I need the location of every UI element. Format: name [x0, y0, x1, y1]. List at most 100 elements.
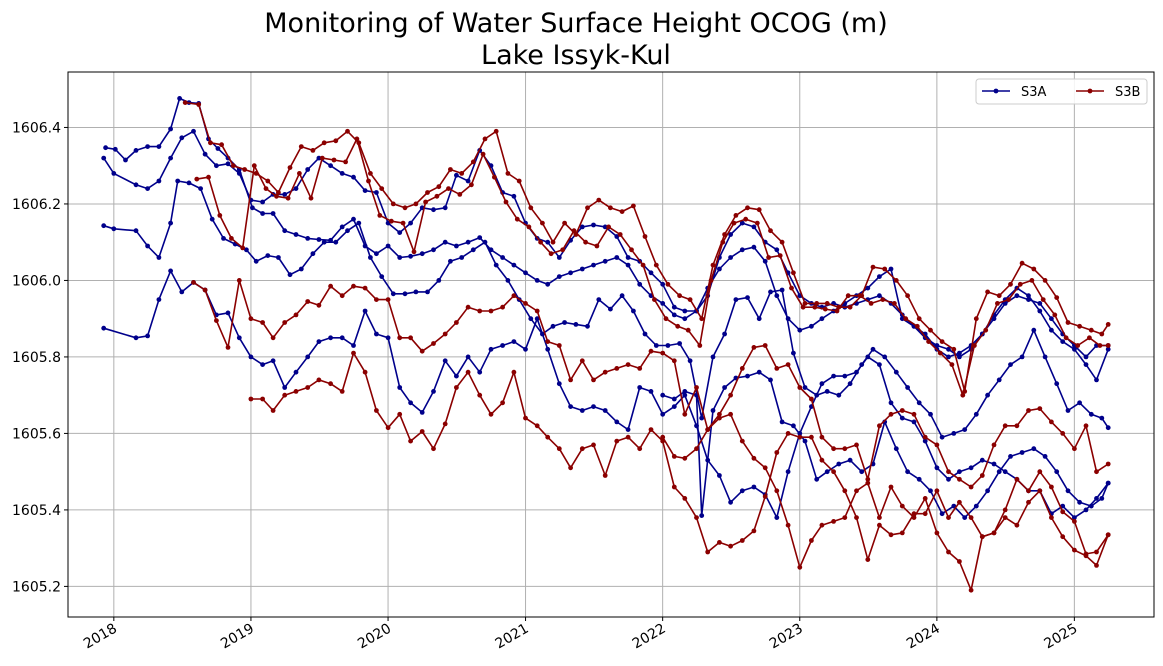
data-point — [215, 146, 221, 151]
data-point — [459, 255, 465, 260]
data-point — [511, 262, 517, 268]
data-point — [991, 442, 997, 448]
data-point — [282, 392, 288, 398]
data-point — [968, 484, 974, 490]
data-point — [608, 306, 613, 312]
data-point — [1105, 322, 1111, 327]
data-point — [591, 262, 596, 268]
data-point — [465, 369, 471, 375]
data-point — [985, 488, 990, 494]
data-point — [413, 289, 419, 295]
data-point — [556, 255, 562, 260]
data-point — [282, 320, 288, 325]
data-point — [745, 205, 750, 211]
data-point — [298, 266, 304, 272]
data-point — [202, 151, 208, 157]
data-point — [191, 280, 196, 285]
data-point — [145, 333, 151, 339]
data-point — [285, 195, 291, 201]
data-point — [305, 354, 311, 360]
data-point — [928, 411, 933, 417]
data-point — [751, 484, 757, 490]
data-point — [562, 320, 567, 325]
data-point — [648, 270, 654, 276]
data-point — [751, 244, 757, 250]
data-point — [419, 251, 425, 257]
data-point — [333, 138, 339, 144]
data-point — [1019, 354, 1025, 360]
data-point — [1049, 515, 1054, 520]
data-point — [560, 247, 566, 253]
data-point — [671, 304, 677, 310]
data-point — [1072, 515, 1077, 520]
data-point — [459, 171, 465, 176]
data-point — [899, 503, 905, 509]
data-point — [156, 178, 162, 184]
data-point — [802, 385, 808, 390]
data-point — [934, 530, 940, 536]
data-point — [991, 530, 997, 536]
data-point — [1026, 499, 1031, 505]
data-point — [946, 346, 951, 352]
data-point — [779, 287, 785, 293]
data-point — [328, 381, 333, 387]
data-point — [779, 419, 785, 425]
series-s3b-line-6 — [182, 100, 1111, 394]
data-point — [362, 188, 368, 194]
data-point — [972, 343, 977, 348]
data-point — [568, 377, 573, 383]
data-point — [631, 308, 636, 314]
data-point — [540, 220, 545, 226]
data-point — [957, 469, 962, 475]
data-point — [145, 144, 151, 150]
plot-frame — [67, 71, 1155, 618]
data-point — [819, 316, 825, 322]
data-point — [951, 346, 957, 352]
data-point — [385, 425, 391, 431]
data-point — [791, 270, 796, 276]
data-point — [995, 301, 1000, 306]
data-point — [523, 301, 528, 306]
data-point — [425, 190, 430, 195]
data-point — [523, 346, 528, 352]
data-point — [179, 289, 185, 295]
data-point — [819, 522, 825, 528]
data-point — [448, 258, 453, 264]
data-point — [877, 522, 882, 528]
data-point — [1002, 469, 1008, 475]
data-point — [1099, 331, 1105, 337]
data-point — [214, 318, 219, 323]
data-point — [671, 358, 677, 364]
data-point — [809, 396, 814, 402]
data-point — [682, 316, 688, 322]
data-point — [728, 411, 733, 417]
data-point — [865, 476, 871, 482]
series-s3b-line-7 — [194, 136, 1111, 398]
data-point — [968, 515, 974, 520]
data-point — [739, 220, 745, 226]
series-lines — [101, 96, 1111, 593]
data-point — [591, 442, 596, 448]
data-point — [642, 331, 648, 337]
data-point — [819, 434, 825, 440]
data-point — [957, 476, 962, 482]
data-point — [946, 549, 951, 555]
data-point — [333, 239, 339, 245]
data-point — [1031, 327, 1037, 333]
data-point — [1014, 522, 1020, 528]
data-point — [1008, 454, 1013, 459]
data-point — [503, 199, 509, 205]
data-point — [1072, 547, 1077, 553]
data-point — [321, 239, 327, 245]
data-point — [905, 385, 910, 390]
data-point — [1014, 293, 1020, 299]
data-point — [351, 174, 356, 180]
data-point — [454, 385, 459, 390]
data-point — [596, 297, 602, 302]
data-point — [911, 515, 917, 520]
data-point — [477, 308, 483, 314]
data-point — [276, 190, 281, 195]
data-point — [962, 427, 968, 432]
data-point — [293, 369, 299, 375]
data-point — [824, 469, 830, 475]
